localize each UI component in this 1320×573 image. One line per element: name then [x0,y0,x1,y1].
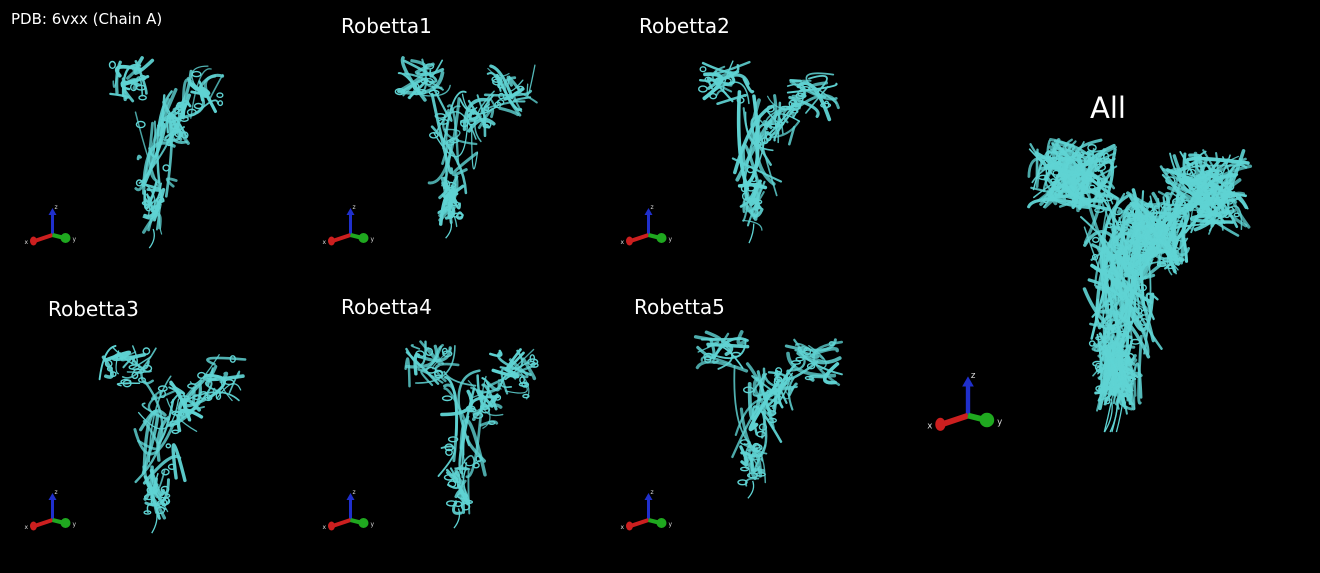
svg-text:x: x [25,524,29,531]
svg-text:z: z [651,489,654,496]
xyz-axes-icon: x y z [323,204,375,246]
xyz-axes-icon: x y z [621,489,673,531]
svg-text:x: x [25,239,29,246]
svg-text:x: x [323,524,327,531]
svg-text:y: y [669,521,673,528]
protein-structure-robetta3 [98,344,247,534]
xyz-axes-icon: x y z [323,489,375,531]
svg-text:x: x [927,422,932,432]
protein-structure-robetta5 [693,330,843,499]
svg-text:z: z [651,204,654,211]
svg-text:y: y [997,417,1002,427]
protein-structure-robetta1 [394,56,538,239]
panel-title-all: All [1090,91,1126,125]
panel-title-robetta3: Robetta3 [48,297,139,321]
svg-text:y: y [371,236,375,243]
protein-structure-robetta2 [697,60,840,244]
panel-title-reference: PDB: 6vxx (Chain A) [11,10,163,28]
protein-structure-reference [108,56,225,249]
panel-title-robetta1: Robetta1 [341,14,432,38]
svg-text:y: y [669,236,673,243]
panel-title-robetta2: Robetta2 [639,14,730,38]
svg-text:z: z [353,489,356,496]
svg-text:y: y [73,236,77,243]
protein-structure-robetta4 [404,340,539,529]
svg-text:z: z [55,204,58,211]
xyz-axes-icon: x y z [927,371,1002,432]
xyz-axes-icon: x y z [25,204,77,246]
xyz-axes-icon: x y z [621,204,673,246]
xyz-axes-icon: x y z [25,489,77,531]
svg-text:x: x [621,524,625,531]
panel-title-robetta4: Robetta4 [341,295,432,319]
svg-text:z: z [353,204,356,211]
protein-structure-all [1027,138,1253,433]
svg-text:x: x [621,239,625,246]
svg-text:y: y [371,521,375,528]
svg-text:y: y [73,521,77,528]
panel-title-robetta5: Robetta5 [634,295,725,319]
svg-text:z: z [971,371,976,381]
svg-text:z: z [55,489,58,496]
svg-text:x: x [323,239,327,246]
